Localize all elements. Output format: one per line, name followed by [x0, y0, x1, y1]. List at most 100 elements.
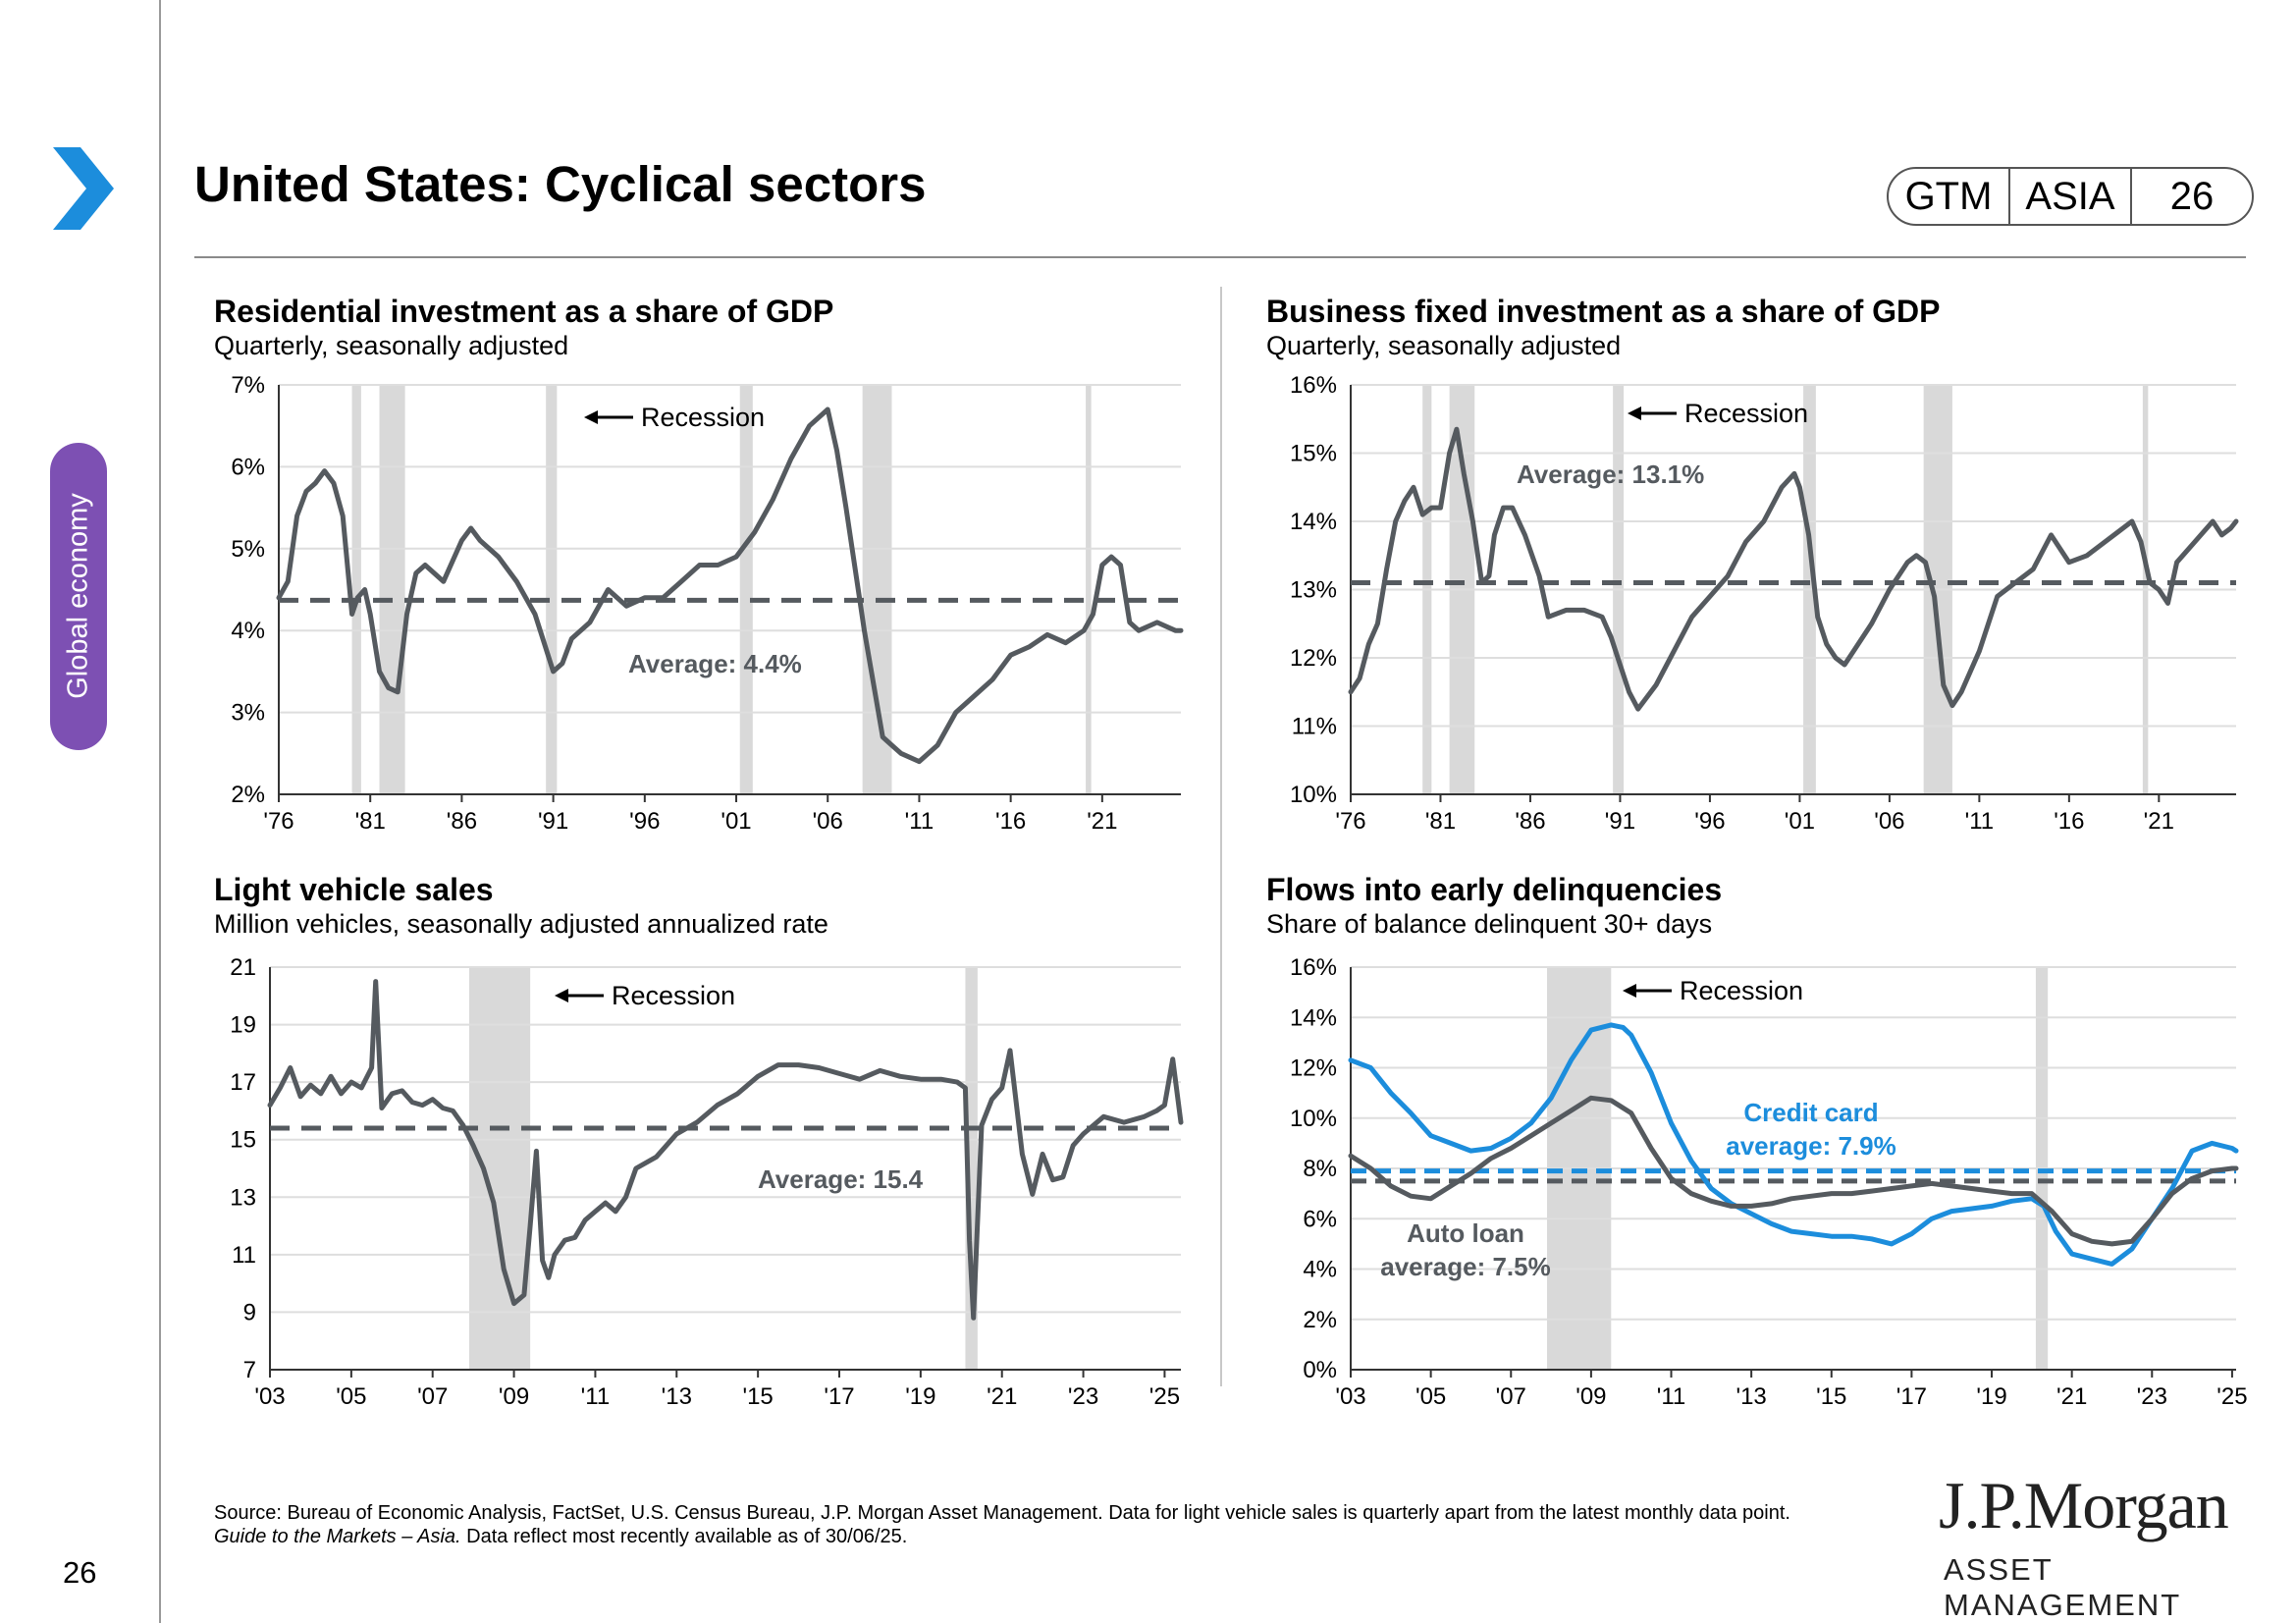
chart1-recession-arrowhead: [584, 410, 598, 424]
chart1-x-tick-label: '81: [355, 808, 386, 835]
chart1-average-label: Average: 4.4%: [628, 649, 802, 678]
chart2-recession-label: Recession: [1684, 399, 1808, 428]
chart1-recession-band: [1086, 385, 1092, 794]
page-number: 26: [63, 1555, 97, 1590]
chart2-series-line-business-fixed-investment: [1348, 426, 2239, 712]
chart4-x-tick-label: '23: [2137, 1383, 2167, 1410]
chart4-x-tick-label: '05: [1415, 1383, 1446, 1410]
chart4-x-tick-label: '25: [2216, 1383, 2247, 1410]
chart2-x-tick-label: '76: [1335, 808, 1365, 835]
chart3-y-tick-label: 9: [243, 1299, 256, 1325]
chart1-x-tick-label: '86: [447, 808, 477, 835]
chart4-x-tick-label: '17: [1896, 1383, 1927, 1410]
chart3-x-tick-label: '15: [743, 1383, 774, 1410]
chart2-y-tick-label: 12%: [1290, 645, 1337, 672]
section-tab[interactable]: Global economy: [50, 443, 107, 750]
chart4-x-tick-label: '03: [1335, 1383, 1365, 1410]
chart3-x-tick-label: '25: [1149, 1383, 1180, 1410]
chart2-x-tick-label: '81: [1425, 808, 1456, 835]
chart4-x-tick-label: '15: [1816, 1383, 1846, 1410]
chart1-recession-band: [862, 385, 892, 794]
chart4-y-tick-label: 12%: [1290, 1055, 1337, 1082]
chart2-y-tick-label: 10%: [1290, 782, 1337, 808]
chart1-x-tick-label: '91: [538, 808, 568, 835]
chart2-y-tick-label: 11%: [1292, 714, 1337, 740]
chart4-subtitle: Share of balance delinquent 30+ days: [1266, 909, 1713, 939]
chart-column-divider: [1220, 287, 1222, 1386]
chart2-y-tick-label: 13%: [1290, 577, 1337, 604]
chart1-x-tick-label: '11: [905, 808, 934, 835]
chart3-x-tick-label: '05: [336, 1383, 366, 1410]
chart3-x-tick-label: '21: [987, 1383, 1017, 1410]
chart4-y-tick-label: 16%: [1290, 954, 1337, 981]
chart4-series-line-auto-loan: [1348, 1095, 2239, 1247]
chart4-x-tick-label: '13: [1736, 1383, 1767, 1410]
chart4-y-tick-label: 10%: [1290, 1106, 1337, 1132]
chart1-y-tick-label: 6%: [231, 454, 265, 480]
chart1-recession-band: [379, 385, 405, 794]
chart2-recession-arrowhead: [1628, 406, 1641, 420]
chart2-x-tick-label: '01: [1785, 808, 1815, 835]
chart2-y-tick-label: 16%: [1290, 372, 1337, 399]
chart1-x-tick-label: '06: [813, 808, 843, 835]
chart2-x-tick-label: '86: [1515, 808, 1545, 835]
badge-region: ASIA: [2008, 169, 2130, 224]
chart2-title: Business fixed investment as a share of …: [1266, 294, 1941, 329]
chart1-x-tick-label: '76: [263, 808, 294, 835]
chart4-average-label: Auto loan: [1407, 1218, 1524, 1248]
chart3-x-tick-label: '17: [824, 1383, 854, 1410]
chart4-y-tick-label: 14%: [1290, 1004, 1337, 1031]
chart1-recession-band: [546, 385, 558, 794]
chart3-series-line-light-vehicle-sales: [267, 979, 1184, 1321]
chart3-title: Light vehicle sales: [214, 872, 494, 907]
chart1-y-tick-label: 3%: [231, 700, 265, 727]
badge-gtm: GTM: [1904, 175, 1993, 218]
chart3-x-tick-label: '03: [254, 1383, 285, 1410]
chart4-recession-label: Recession: [1680, 976, 1803, 1005]
chart4-x-tick-label: '09: [1575, 1383, 1606, 1410]
chart3-recession-arrowhead: [555, 989, 568, 1002]
asset-management-logo: ASSET MANAGEMENT: [1944, 1552, 2182, 1622]
chart4-x-tick-label: '07: [1496, 1383, 1526, 1410]
chart4-average-label: Credit card: [1743, 1098, 1878, 1127]
chart2-subtitle: Quarterly, seasonally adjusted: [1266, 331, 1622, 360]
chart4-x-tick-label: '21: [2056, 1383, 2087, 1410]
chart2-x-tick-label: '06: [1874, 808, 1904, 835]
chart4-average-label: average: 7.9%: [1726, 1131, 1896, 1161]
chart3-y-tick-label: 11: [232, 1242, 256, 1269]
chart2-x-tick-label: '21: [2144, 808, 2174, 835]
jpmorgan-logo: J.P.Morgan: [1939, 1468, 2229, 1542]
chart1-recession-band: [351, 385, 361, 794]
chart3-y-tick-label: 19: [230, 1012, 256, 1039]
chart3-y-tick-label: 17: [230, 1069, 256, 1096]
chart3-x-tick-label: '09: [499, 1383, 529, 1410]
chart1-recession-band: [739, 385, 753, 794]
chart1-x-tick-label: '96: [629, 808, 660, 835]
chart3-x-tick-label: '11: [581, 1383, 611, 1410]
chart1-y-tick-label: 2%: [231, 782, 265, 808]
chart1-x-tick-label: '21: [1087, 808, 1117, 835]
badge-page: 26: [2130, 169, 2252, 224]
chart1-x-tick-label: '01: [721, 808, 751, 835]
chart3-subtitle: Million vehicles, seasonally adjusted an…: [214, 909, 828, 939]
chart4-average-label: average: 7.5%: [1380, 1252, 1550, 1281]
chart3-y-tick-label: 7: [243, 1357, 256, 1383]
chart3-x-tick-label: '23: [1068, 1383, 1098, 1410]
chart1-y-tick-label: 7%: [231, 372, 265, 399]
chart4-y-tick-label: 6%: [1303, 1206, 1337, 1232]
chart1-y-tick-label: 4%: [231, 618, 265, 644]
chart1-series-line-residential-investment: [276, 406, 1184, 765]
chart3-x-tick-label: '13: [662, 1383, 692, 1410]
chart2-average-label: Average: 13.1%: [1517, 460, 1704, 489]
chart3-x-tick-label: '07: [417, 1383, 448, 1410]
chart4-x-tick-label: '19: [1976, 1383, 2006, 1410]
chart4-y-tick-label: 2%: [1303, 1307, 1337, 1333]
chart4-recession-arrowhead: [1623, 984, 1636, 998]
chart1-subtitle: Quarterly, seasonally adjusted: [214, 331, 569, 360]
chart3-recession-band: [469, 967, 531, 1370]
chart2-x-tick-label: '11: [1965, 808, 1995, 835]
chart4-x-tick-label: '11: [1657, 1383, 1686, 1410]
footer-source-text: Source: Bureau of Economic Analysis, Fac…: [214, 1502, 1790, 1524]
chart2-x-tick-label: '91: [1605, 808, 1635, 835]
